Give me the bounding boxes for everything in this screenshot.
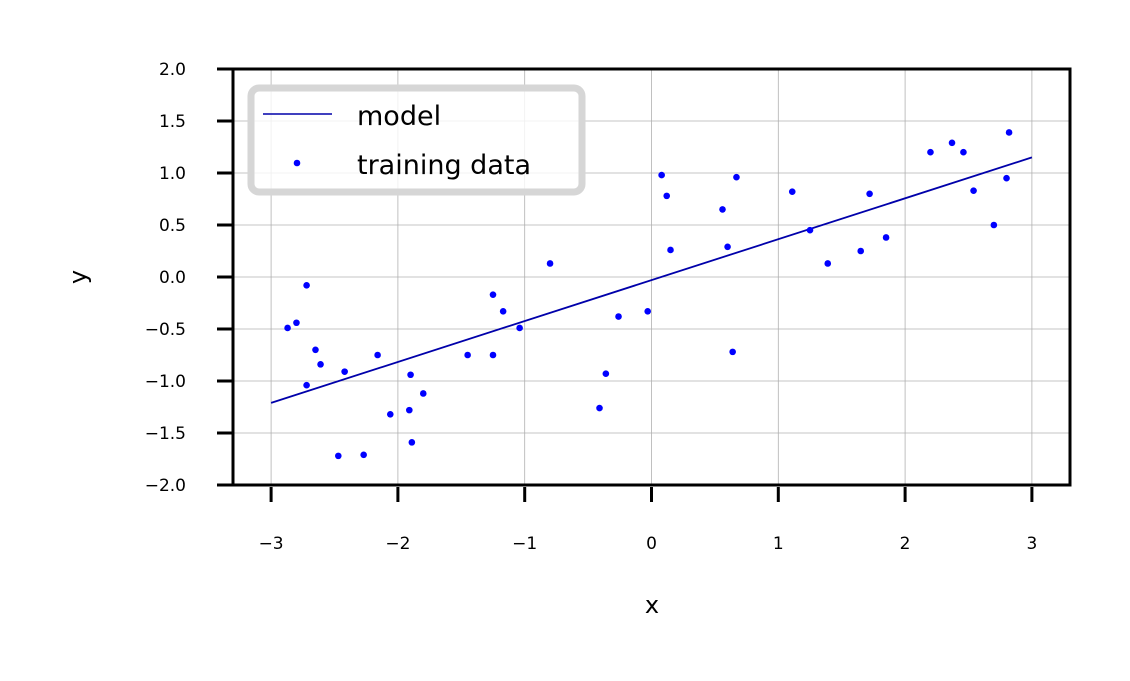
data-point — [615, 313, 622, 320]
data-point — [927, 148, 934, 156]
model-line — [270, 156, 1033, 404]
data-point — [407, 371, 414, 379]
data-point — [663, 192, 671, 200]
x-tick-label: −1 — [512, 534, 537, 554]
data-point — [464, 351, 471, 359]
data-point — [408, 439, 416, 446]
data-point — [1005, 129, 1013, 136]
data-point — [824, 260, 832, 267]
legend-label-model: model — [357, 101, 441, 132]
data-point — [970, 187, 977, 194]
data-point — [335, 452, 342, 460]
data-point — [419, 390, 427, 397]
data-point — [960, 148, 967, 156]
x-axis-ticks: −3 −2 −1 0 1 2 3 — [259, 487, 1037, 554]
legend-label-training-data: training data — [357, 150, 531, 181]
data-point — [317, 361, 324, 368]
y-tick-label: −1.0 — [145, 372, 186, 392]
data-point — [990, 221, 998, 229]
data-point — [284, 324, 291, 332]
data-point — [489, 291, 497, 298]
y-axis-ticks: 2.0 1.5 1.0 0.5 0.0 −0.5 −1.0 −1.5 −2.0 — [145, 60, 233, 496]
y-tick-label: 0.5 — [159, 216, 186, 236]
legend-dot-icon — [293, 159, 301, 167]
legend: model training data — [247, 84, 586, 196]
x-tick-label: 1 — [773, 534, 784, 554]
data-point — [386, 410, 394, 418]
y-axis-label: y — [64, 270, 92, 284]
data-point — [303, 381, 310, 389]
data-point — [489, 351, 497, 359]
data-point — [733, 173, 740, 181]
x-tick-label: −2 — [385, 534, 410, 554]
data-point — [882, 234, 890, 241]
y-tick-label: 2.0 — [159, 60, 186, 80]
data-point — [658, 171, 665, 179]
data-point — [788, 188, 796, 196]
data-point — [667, 246, 674, 254]
data-point — [293, 319, 300, 327]
data-point — [806, 226, 814, 234]
x-tick-label: 0 — [646, 534, 657, 554]
data-point — [729, 348, 736, 356]
y-tick-label: 1.5 — [159, 112, 186, 132]
data-point — [406, 406, 413, 414]
y-tick-label: −2.0 — [145, 476, 186, 496]
y-tick-label: 1.0 — [159, 164, 186, 184]
data-point — [312, 346, 319, 354]
data-point — [374, 351, 381, 359]
data-point — [303, 282, 310, 289]
y-tick-label: −1.5 — [145, 424, 186, 444]
data-point — [1003, 174, 1010, 182]
x-axis-label: x — [645, 591, 659, 619]
data-point — [948, 139, 956, 147]
data-point — [499, 308, 507, 315]
data-point — [341, 368, 348, 375]
x-tick-label: 3 — [1026, 534, 1037, 554]
data-point — [719, 206, 726, 213]
data-point — [546, 260, 554, 267]
training-data-points — [284, 129, 1013, 460]
data-point — [724, 243, 731, 251]
legend-frame — [247, 84, 586, 196]
model-line-path — [270, 156, 1033, 404]
grid-lines — [233, 68, 1070, 486]
data-point — [644, 308, 651, 315]
data-point — [596, 404, 603, 412]
data-point — [516, 324, 523, 332]
data-point — [866, 190, 873, 198]
y-tick-label: 0.0 — [159, 268, 186, 288]
x-tick-label: −3 — [259, 534, 284, 554]
data-point — [360, 451, 367, 459]
data-point — [857, 247, 865, 255]
y-tick-label: −0.5 — [145, 320, 186, 340]
data-point — [602, 370, 610, 378]
x-tick-label: 2 — [900, 534, 911, 554]
